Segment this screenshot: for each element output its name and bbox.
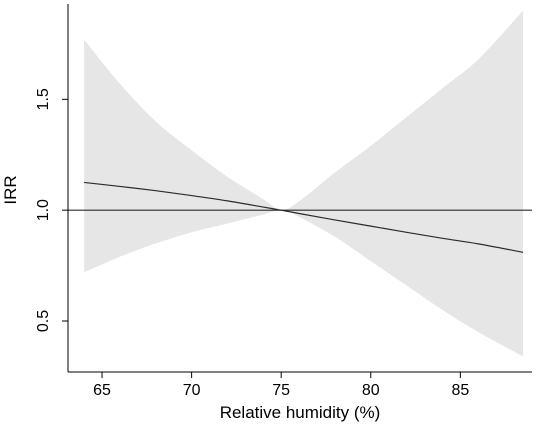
- x-tick-label: 80: [362, 382, 380, 399]
- x-tick-label: 85: [451, 382, 469, 399]
- irr-estimate-line: [84, 181, 524, 253]
- y-axis-title: IRR: [1, 175, 20, 204]
- x-tick-label: 70: [183, 382, 201, 399]
- x-axis-title: Relative humidity (%): [220, 403, 381, 422]
- x-tick-label: 75: [272, 382, 290, 399]
- y-tick-label: 1.0: [35, 199, 52, 221]
- y-tick-label: 0.5: [35, 310, 52, 332]
- axes: 65 70 75 80 85 0.5 1.0 1.5: [35, 4, 532, 399]
- x-tick-label: 65: [93, 382, 111, 399]
- y-tick-label: 1.5: [35, 88, 52, 110]
- plot-area: [68, 10, 532, 357]
- confidence-band: [84, 10, 524, 357]
